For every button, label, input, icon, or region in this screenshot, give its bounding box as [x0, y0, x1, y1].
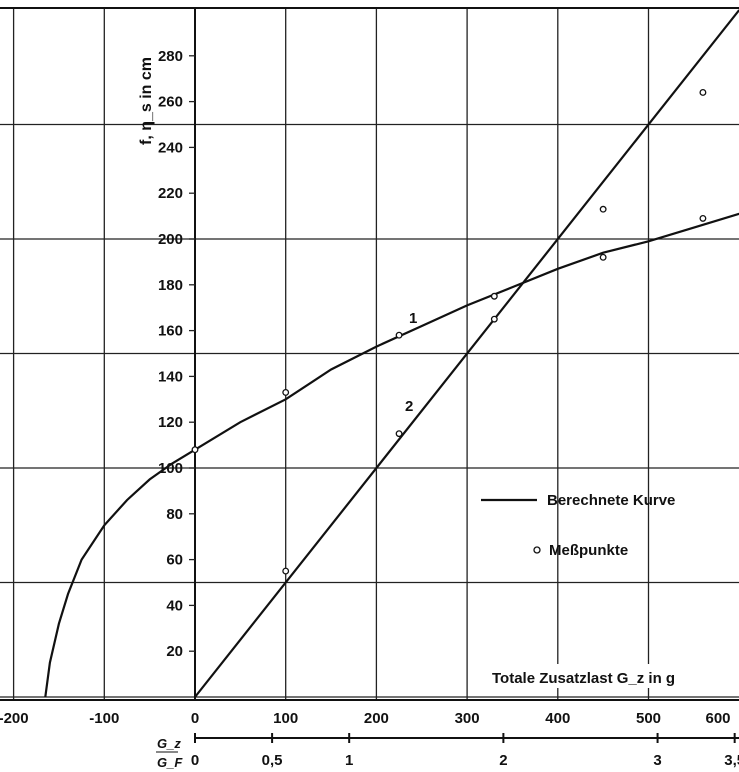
series-2-curve — [194, 9, 739, 698]
legend-marker-label: Meßpunkte — [549, 542, 628, 559]
y-tick-label-240: 240 — [158, 139, 183, 156]
series-1-point-3 — [490, 292, 498, 300]
series-1-point-5 — [699, 214, 707, 222]
y-tick-label-200: 200 — [158, 231, 183, 248]
y-tick-label-220: 220 — [158, 185, 183, 202]
x-tick-label--200: -200 — [0, 710, 29, 727]
secondary-axis-label-den: G_F — [157, 755, 183, 770]
series-1-label: 1 — [409, 310, 417, 327]
x-tick-label-300: 300 — [455, 710, 480, 727]
y-tick-label-160: 160 — [158, 323, 183, 340]
secondary-tick-label-1: 0,5 — [262, 752, 283, 769]
x-tick-label--100: -100 — [89, 710, 119, 727]
x-tick-label-400: 400 — [545, 710, 570, 727]
secondary-tick-label-4: 3 — [653, 752, 661, 769]
x-tick-label-100: 100 — [273, 710, 298, 727]
y-tick-label-40: 40 — [166, 597, 183, 614]
x-tick-label-600: 600 — [705, 710, 730, 727]
y-axis-label-text: f, η_s in cm — [138, 57, 155, 145]
x-axis-label: Totale Zusatzlast G_z in g — [492, 670, 675, 687]
legend-line-label: Berechnete Kurve — [547, 492, 675, 509]
y-tick-label-260: 260 — [158, 94, 183, 111]
curves — [44, 9, 739, 698]
secondary-axis-label-num: G_z — [157, 736, 181, 751]
curve-label-2: 2 — [405, 398, 413, 415]
series-2-point-0 — [282, 567, 290, 575]
series-1-point-0 — [191, 446, 199, 454]
secondary-tick-label-5: 3,5 — [724, 752, 739, 769]
measured-points — [191, 88, 707, 575]
y-tick-label-280: 280 — [158, 48, 183, 65]
legend-marker-swatch — [533, 546, 541, 554]
series-2-point-3 — [599, 205, 607, 213]
series-1-point-4 — [599, 253, 607, 261]
secondary-axis-ticks: 0 0,5 1 2 3 3,5 — [191, 733, 739, 769]
x-axis-label-bg — [488, 664, 739, 688]
series-1-point-1 — [282, 388, 290, 396]
curve-label-1: 1 — [409, 310, 417, 327]
series-2-point-1 — [395, 430, 403, 438]
series-1-point-2 — [395, 331, 403, 339]
x-tick-label-200: 200 — [364, 710, 389, 727]
secondary-tick-label-2: 1 — [345, 752, 353, 769]
y-tick-label-100: 100 — [158, 460, 183, 477]
series-2-point-4 — [699, 88, 707, 96]
y-axis-label: f, η_s in cm — [138, 57, 155, 145]
x-tick-label-500: 500 — [636, 710, 661, 727]
y-tick-label-120: 120 — [158, 414, 183, 431]
grid — [0, 7, 739, 701]
tick-labels: 20406080100120140160180200220240260280-2… — [0, 48, 731, 727]
series-2-label: 2 — [405, 398, 413, 415]
secondary-tick-label-3: 2 — [499, 752, 507, 769]
y-tick-label-140: 140 — [158, 368, 183, 385]
series-1-curve — [44, 212, 739, 698]
y-tick-label-80: 80 — [166, 506, 183, 523]
x-tick-label-0: 0 — [191, 710, 199, 727]
secondary-tick-label-0: 0 — [191, 752, 199, 769]
series-2-point-2 — [490, 315, 498, 323]
secondary-axis: 0 0,5 1 2 3 3,5 G_z G_F — [156, 733, 739, 770]
y-tick-label-60: 60 — [166, 552, 183, 569]
y-tick-label-20: 20 — [166, 643, 183, 660]
y-tick-label-180: 180 — [158, 277, 183, 294]
legend: Berechnete Kurve Meßpunkte — [481, 492, 675, 559]
